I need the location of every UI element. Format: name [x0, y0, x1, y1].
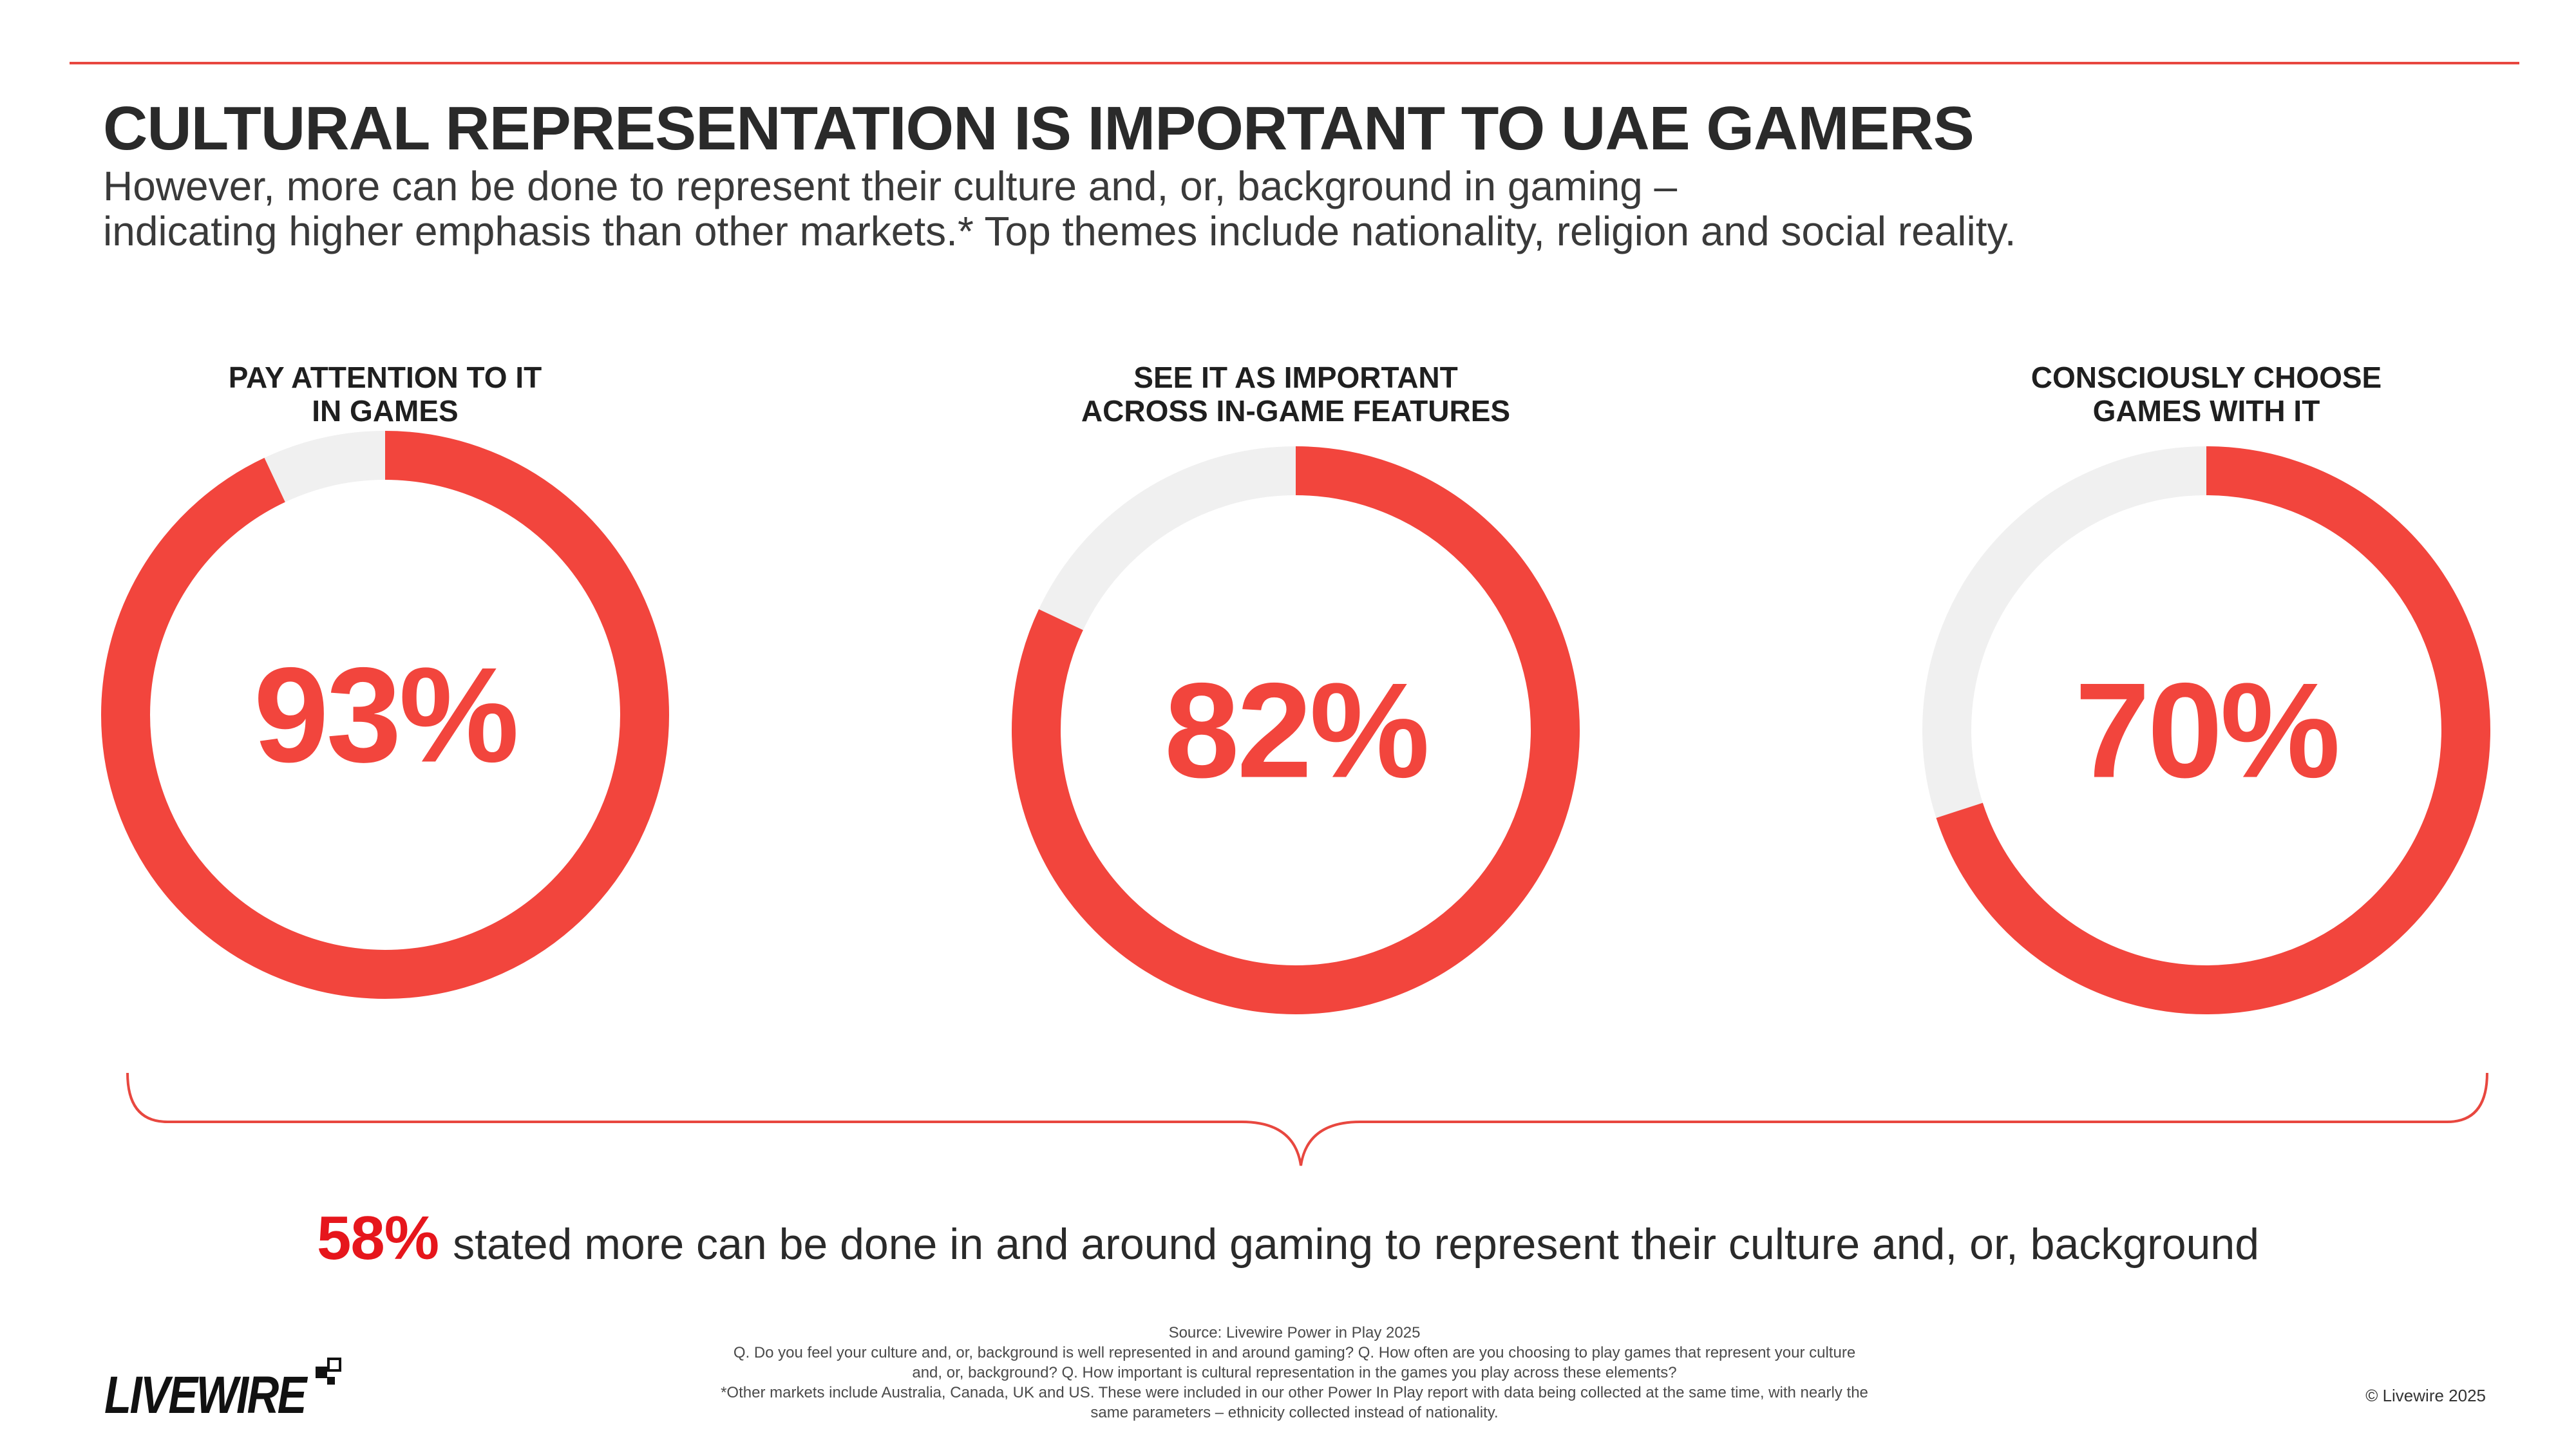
grouping-brace — [126, 1072, 2488, 1166]
subtitle-line-2: indicating higher emphasis than other ma… — [103, 208, 2016, 254]
source-notes: Source: Livewire Power in Play 2025 Q. D… — [670, 1323, 1919, 1423]
livewire-logo: LIVEWIRE — [104, 1358, 341, 1419]
donut-ring-1: 93% — [101, 431, 669, 999]
donut-label-line-2: IN GAMES — [312, 394, 459, 428]
donut-chart-1: PAY ATTENTION TO IT IN GAMES 93% — [95, 361, 675, 1005]
donut-label-line-1: SEE IT AS IMPORTANT — [1133, 361, 1458, 394]
donut-value-label: 93% — [254, 639, 516, 791]
source-line: and, or, background? Q. How important is… — [912, 1364, 1677, 1381]
callout-percentage: 58% — [316, 1204, 439, 1273]
page-subtitle: However, more can be done to represent t… — [103, 164, 2293, 254]
copyright: © Livewire 2025 — [2365, 1386, 2486, 1405]
page-title: CULTURAL REPRESENTATION IS IMPORTANT TO … — [103, 94, 1975, 163]
donut-ring-3: 70% — [1922, 446, 2490, 1014]
donut-label: SEE IT AS IMPORTANT ACROSS IN-GAME FEATU… — [1006, 361, 1586, 431]
donut-value-arc — [1922, 446, 2490, 1014]
donut-chart-3: CONSCIOUSLY CHOOSE GAMES WITH IT 70% — [1917, 361, 2496, 1020]
donut-value-label: 70% — [2075, 655, 2338, 806]
donut-value-arc — [1012, 446, 1580, 1014]
donut-label-line-1: PAY ATTENTION TO IT — [228, 361, 542, 394]
logo-wordmark: LIVEWIRE — [104, 1366, 308, 1419]
donut-ring-2: 82% — [1012, 446, 1580, 1014]
callout-text: stated more can be done in and around ga… — [453, 1220, 2260, 1269]
donut-label-line-2: ACROSS IN-GAME FEATURES — [1081, 394, 1511, 428]
summary-callout: 58% stated more can be done in and around… — [0, 1203, 2576, 1274]
source-line: Q. Do you feel your culture and, or, bac… — [733, 1344, 1856, 1361]
donut-label: PAY ATTENTION TO IT IN GAMES — [95, 361, 675, 431]
donut-value-arc — [101, 431, 669, 999]
donut-value-label: 82% — [1164, 655, 1427, 806]
donut-label: CONSCIOUSLY CHOOSE GAMES WITH IT — [1917, 361, 2496, 431]
donut-chart-2: SEE IT AS IMPORTANT ACROSS IN-GAME FEATU… — [1006, 361, 1586, 1020]
top-rule — [70, 62, 2519, 64]
source-line: same parameters – ethnicity collected in… — [1090, 1404, 1499, 1421]
donut-label-line-2: GAMES WITH IT — [2092, 394, 2320, 428]
source-line: *Other markets include Australia, Canada… — [721, 1384, 1868, 1401]
donut-label-line-1: CONSCIOUSLY CHOOSE — [2031, 361, 2382, 394]
subtitle-line-1: However, more can be done to represent t… — [103, 163, 1678, 209]
source-line: Source: Livewire Power in Play 2025 — [1168, 1324, 1421, 1341]
